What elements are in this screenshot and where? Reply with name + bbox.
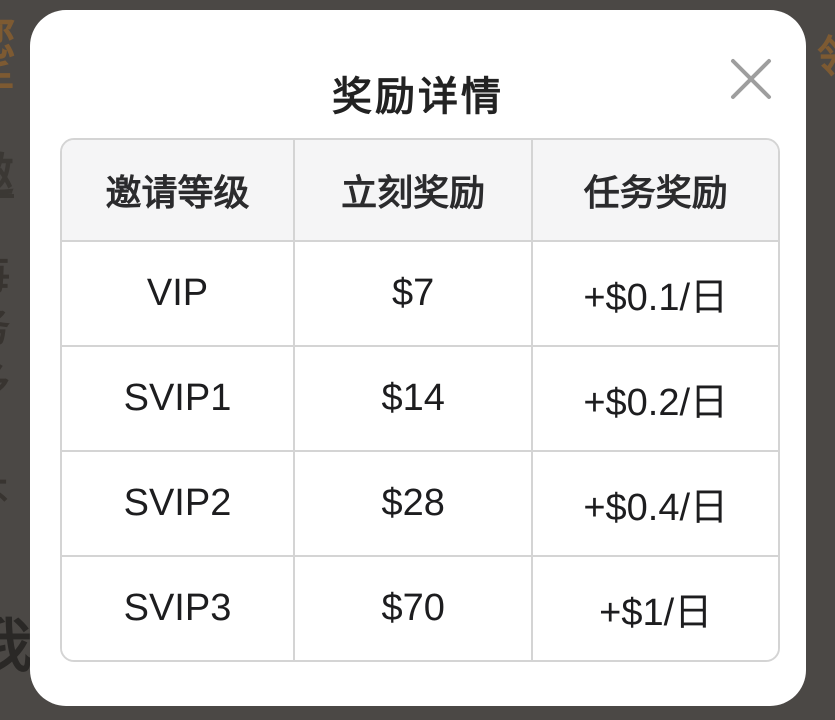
bg-text-fragment: 手 [0,62,14,106]
instant-cell: $14 [293,346,534,452]
task-cell: +$0.2/日 [532,346,778,452]
close-button[interactable] [726,54,776,104]
modal-title: 奖励详情 [332,75,504,119]
close-icon [726,54,776,104]
level-cell: SVIP2 [62,451,295,557]
bg-text-fragment: 邀 [0,152,14,198]
task-cell: +$0.1/日 [532,241,778,347]
reward-details-modal: 奖励详情 邀请等级 立刻奖励 任务奖励 VIP $7 [30,10,806,706]
level-cell: VIP [62,241,295,347]
bg-text-fragment: 务 [0,308,10,348]
table-header-row: 邀请等级 立刻奖励 任务奖励 [62,140,778,242]
instant-cell: $70 [293,556,534,660]
bg-text-fragment: 我 [0,614,33,679]
table-row: SVIP2 $28 +$0.4/日 [62,451,778,557]
column-header-invite-level: 邀请等级 [62,140,295,242]
bg-text-fragment: 多 [0,362,10,402]
table-row: VIP $7 +$0.1/日 [62,241,778,347]
bg-text-fragment: 领 [817,36,835,80]
column-header-instant-reward: 立刻奖励 [293,140,534,242]
level-cell: SVIP3 [62,556,295,660]
task-cell: +$1/日 [532,556,778,660]
column-header-task-reward: 任务奖励 [532,140,778,242]
table-row: SVIP3 $70 +$1/日 [62,556,778,660]
instant-cell: $28 [293,451,534,557]
rewards-table: 邀请等级 立刻奖励 任务奖励 VIP $7 +$0.1/日 SVIP1 $14 … [62,140,778,660]
table-row: SVIP1 $14 +$0.2/日 [62,346,778,452]
bg-text-fragment: 您 [0,16,16,62]
rewards-table-container: 邀请等级 立刻奖励 任务奖励 VIP $7 +$0.1/日 SVIP1 $14 … [60,138,780,662]
bg-text-fragment: 每 [0,256,10,296]
level-cell: SVIP1 [62,346,295,452]
instant-cell: $7 [293,241,534,347]
bg-text-fragment: 不 [0,478,8,514]
task-cell: +$0.4/日 [532,451,778,557]
